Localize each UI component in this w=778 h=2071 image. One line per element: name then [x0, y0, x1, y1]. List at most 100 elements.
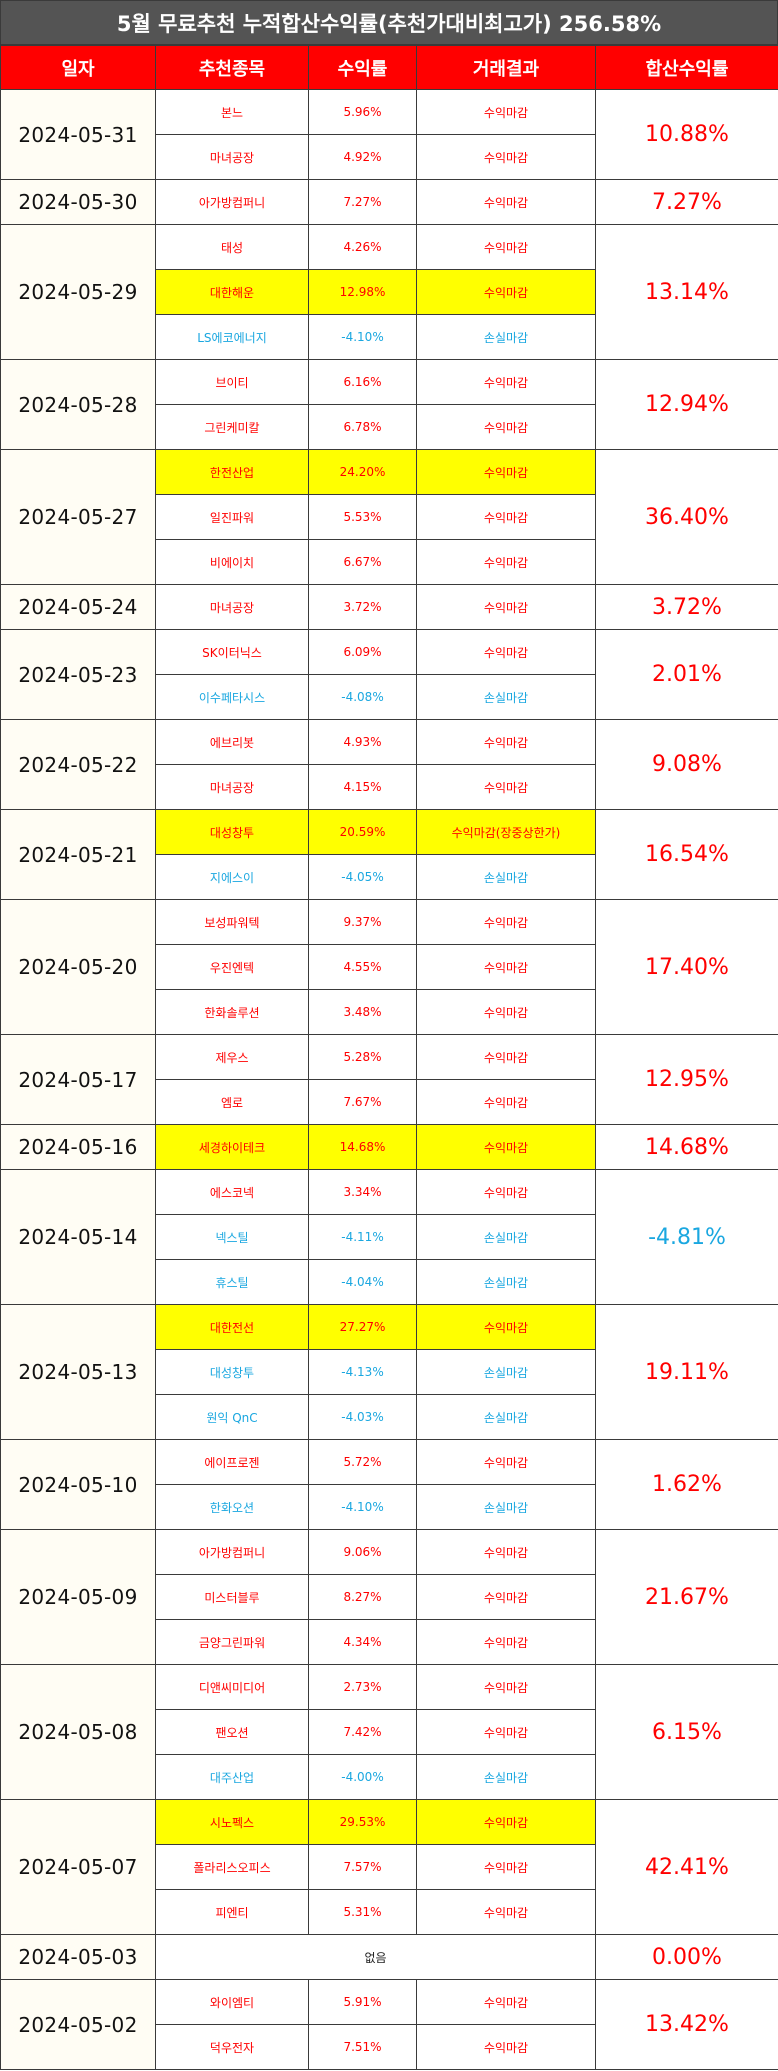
rate-cell: 4.55%	[308, 944, 417, 990]
table-row: 그린케미칼 6.78% 수익마감	[1, 404, 778, 450]
date-cell: 2024-05-08	[0, 1664, 156, 1800]
stock-name-cell: 엠로	[155, 1079, 309, 1125]
table-row: 2024-05-22 에브리봇 4.93% 수익마감 9.08%	[0, 719, 778, 810]
rate-cell: 3.34%	[308, 1169, 417, 1215]
stock-name-cell: 보성파워텍	[155, 899, 309, 945]
date-cell: 2024-05-29	[0, 224, 156, 360]
rate-cell: 5.31%	[308, 1889, 417, 1935]
stock-name-cell: 태성	[155, 224, 309, 270]
table-row: 2024-05-24 마녀공장 3.72% 수익마감 3.72%	[0, 584, 778, 630]
rate-cell: 8.27%	[308, 1574, 417, 1620]
result-cell: 수익마감	[416, 719, 596, 765]
date-cell: 2024-05-03	[0, 1934, 156, 1980]
rate-cell: 20.59%	[308, 809, 417, 855]
result-cell: 수익마감	[416, 1979, 596, 2025]
result-cell: 수익마감	[416, 494, 596, 540]
stock-name-cell: 팬오션	[155, 1709, 309, 1755]
stock-name-cell: 폴라리스오피스	[155, 1844, 309, 1890]
date-cell: 2024-05-16	[0, 1124, 156, 1170]
stock-name-cell: 브이티	[155, 359, 309, 405]
stock-name-cell: 원익 QnC	[155, 1394, 309, 1440]
total-rate-cell: -4.81%	[595, 1169, 778, 1305]
total-rate-cell: 13.42%	[595, 1979, 778, 2070]
table-row: 마녀공장 4.92% 수익마감	[1, 134, 778, 180]
table-row: 지에스이 -4.05% 손실마감	[1, 854, 778, 900]
total-rate-cell: 0.00%	[595, 1934, 778, 1980]
table-row: 2024-05-30 아가방컴퍼니 7.27% 수익마감 7.27%	[0, 179, 778, 225]
result-cell: 손실마감	[416, 1214, 596, 1260]
table-row: 2024-05-29 태성 4.26% 수익마감 13.14%	[0, 224, 778, 360]
result-cell: 수익마감	[416, 1619, 596, 1665]
result-cell: 손실마감	[416, 1484, 596, 1530]
rate-cell: 7.51%	[308, 2024, 417, 2070]
result-cell: 수익마감	[416, 584, 596, 630]
rate-cell: -4.08%	[308, 674, 417, 720]
total-rate-cell: 16.54%	[595, 809, 778, 900]
rate-cell: 5.53%	[308, 494, 417, 540]
table-row: 2024-05-09 아가방컴퍼니 9.06% 수익마감 21.67%	[0, 1529, 778, 1665]
result-cell: 수익마감(장중상한가)	[416, 809, 596, 855]
result-cell: 손실마감	[416, 1394, 596, 1440]
result-cell: 손실마감	[416, 1349, 596, 1395]
table-row: 미스터블루 8.27% 수익마감	[1, 1574, 778, 1620]
header-stock: 추천종목	[155, 45, 309, 90]
result-cell: 수익마감	[416, 224, 596, 270]
date-cell: 2024-05-14	[0, 1169, 156, 1305]
rate-cell: 4.93%	[308, 719, 417, 765]
stock-name-cell: 에브리봇	[155, 719, 309, 765]
stock-name-cell: 대성창투	[155, 1349, 309, 1395]
table-row: 폴라리스오피스 7.57% 수익마감	[1, 1844, 778, 1890]
total-rate-cell: 14.68%	[595, 1124, 778, 1170]
table-row: 한화솔루션 3.48% 수익마감	[1, 989, 778, 1035]
result-cell: 수익마감	[416, 1304, 596, 1350]
date-cell: 2024-05-17	[0, 1034, 156, 1125]
date-cell: 2024-05-28	[0, 359, 156, 450]
result-cell: 수익마감	[416, 449, 596, 495]
stock-name-cell: 디앤씨미디어	[155, 1664, 309, 1710]
no-recommendation-cell: 없음	[155, 1934, 596, 1980]
rate-cell: 5.28%	[308, 1034, 417, 1080]
result-cell: 수익마감	[416, 944, 596, 990]
total-rate-cell: 17.40%	[595, 899, 778, 1035]
rate-cell: 27.27%	[308, 1304, 417, 1350]
stock-name-cell: 금양그린파워	[155, 1619, 309, 1665]
result-cell: 수익마감	[416, 134, 596, 180]
table-row: 2024-05-28 브이티 6.16% 수익마감 12.94%	[0, 359, 778, 450]
total-rate-cell: 42.41%	[595, 1799, 778, 1935]
stock-name-cell: 우진엔텍	[155, 944, 309, 990]
stock-name-cell: 마녀공장	[155, 764, 309, 810]
rate-cell: -4.10%	[308, 1484, 417, 1530]
recommendation-table: 일자 추천종목 수익률 거래결과 합산수익률 2024-05-31 본느 5.96%…	[0, 45, 778, 2070]
rate-cell: -4.03%	[308, 1394, 417, 1440]
date-cell: 2024-05-21	[0, 809, 156, 900]
stock-name-cell: 일진파워	[155, 494, 309, 540]
header-rate: 수익률	[308, 45, 417, 90]
total-rate-cell: 12.95%	[595, 1034, 778, 1125]
table-row: 한화오션 -4.10% 손실마감	[1, 1484, 778, 1530]
table-row: 비에이치 6.67% 수익마감	[1, 539, 778, 585]
table-row: 2024-05-07 시노펙스 29.53% 수익마감 42.41%	[0, 1799, 778, 1935]
result-cell: 손실마감	[416, 1754, 596, 1800]
table-row: 피엔티 5.31% 수익마감	[1, 1889, 778, 1935]
stock-name-cell: SK이터닉스	[155, 629, 309, 675]
table-row: 대성창투 -4.13% 손실마감	[1, 1349, 778, 1395]
date-cell: 2024-05-27	[0, 449, 156, 585]
table-row: 대한해운 12.98% 수익마감	[1, 269, 778, 315]
table-row: 2024-05-14 에스코넥 3.34% 수익마감 -4.81%	[0, 1169, 778, 1305]
result-cell: 수익마감	[416, 1124, 596, 1170]
rate-cell: 7.67%	[308, 1079, 417, 1125]
result-cell: 손실마감	[416, 1259, 596, 1305]
table-row: 2024-05-03 없음 0.00%	[0, 1934, 778, 1980]
stock-name-cell: 미스터블루	[155, 1574, 309, 1620]
result-cell: 손실마감	[416, 854, 596, 900]
stock-name-cell: 덕우전자	[155, 2024, 309, 2070]
date-cell: 2024-05-24	[0, 584, 156, 630]
stock-name-cell: 휴스틸	[155, 1259, 309, 1305]
date-cell: 2024-05-09	[0, 1529, 156, 1665]
rate-cell: 5.91%	[308, 1979, 417, 2025]
rate-cell: -4.10%	[308, 314, 417, 360]
total-rate-cell: 7.27%	[595, 179, 778, 225]
result-cell: 손실마감	[416, 314, 596, 360]
rate-cell: 3.72%	[308, 584, 417, 630]
table-row: 2024-05-23 SK이터닉스 6.09% 수익마감 2.01%	[0, 629, 778, 720]
